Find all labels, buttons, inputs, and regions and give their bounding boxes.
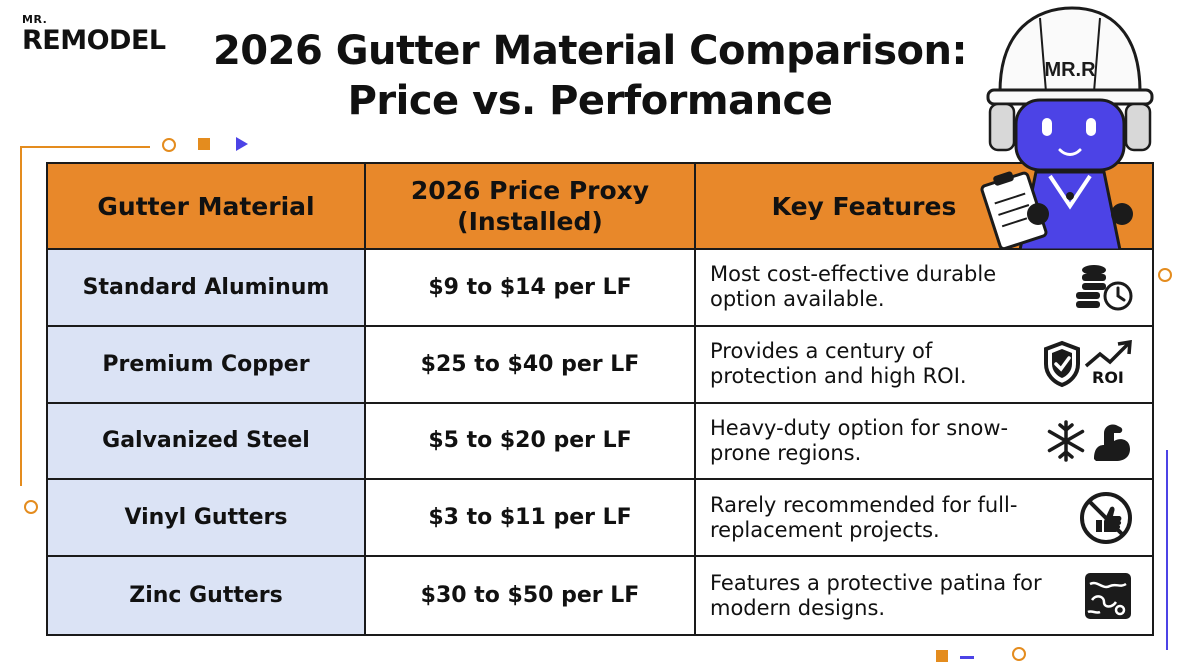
deco-line: [20, 146, 22, 486]
header-price-label: 2026 Price Proxy (Installed): [410, 176, 650, 236]
page-title: 2026 Gutter Material Comparison: Price v…: [170, 26, 1010, 126]
deco-square: [198, 138, 210, 150]
title-line-1: 2026 Gutter Material Comparison:: [212, 28, 968, 74]
feature-icons: [1082, 570, 1134, 622]
coins-icon: [1076, 265, 1133, 311]
snowflake-icon: [1047, 420, 1085, 462]
feature-text: Rarely recommended for full-replacement …: [710, 492, 1018, 542]
feature-cell: Heavy-duty option for snow-prone regions…: [696, 403, 1152, 481]
material-cell: Premium Copper: [48, 326, 366, 404]
feature-text: Most cost-effective durable option avail…: [710, 262, 997, 312]
feature-icons: ROI: [1042, 340, 1134, 388]
material-cell: Vinyl Gutters: [48, 480, 366, 558]
feature-text: Heavy-duty option for snow-prone regions…: [710, 415, 1009, 465]
brand-word: REMODEL: [22, 25, 166, 56]
header-price: 2026 Price Proxy (Installed): [366, 164, 696, 250]
price-cell: $5 to $20 per LF: [366, 403, 696, 481]
deco-ring: [1158, 268, 1172, 282]
price-cell: $9 to $14 per LF: [366, 250, 696, 327]
clock-icon: [1103, 281, 1133, 311]
helmet-text: MR.R: [1044, 59, 1096, 81]
price-cell: $3 to $11 per LF: [366, 480, 696, 558]
feature-icons: [1072, 262, 1134, 312]
deco-ring: [162, 138, 176, 152]
roi-arrow-icon: ROI: [1084, 340, 1134, 388]
feature-cell: Provides a century of protection and hig…: [696, 326, 1152, 404]
feature-icons: [1078, 490, 1134, 546]
brand-logo: MR. REMODEL: [22, 14, 172, 62]
material-cell: Standard Aluminum: [48, 250, 366, 327]
shield-check-icon: [1044, 341, 1080, 388]
patina-texture-icon: [1085, 572, 1131, 619]
deco-ring: [24, 500, 38, 514]
feature-cell: Most cost-effective durable option avail…: [696, 250, 1152, 327]
header-material: Gutter Material: [48, 164, 366, 250]
price-cell: $25 to $40 per LF: [366, 326, 696, 404]
comparison-table: Gutter Material 2026 Price Proxy (Instal…: [46, 162, 1154, 636]
roi-label: ROI: [1092, 368, 1124, 388]
feature-text: Features a protective patina for modern …: [710, 570, 1042, 620]
deco-line: [960, 656, 974, 659]
deco-line: [20, 146, 150, 148]
deco-triangle: [236, 137, 248, 151]
deco-line: [1166, 450, 1168, 650]
material-cell: Zinc Gutters: [48, 557, 366, 634]
feature-cell: Features a protective patina for modern …: [696, 557, 1152, 634]
feature-text: Provides a century of protection and hig…: [710, 339, 967, 389]
mascot-illustration: MR.R: [980, 0, 1160, 252]
deco-ring: [1012, 647, 1026, 661]
flexed-arm-icon: [1094, 424, 1130, 461]
material-cell: Galvanized Steel: [48, 403, 366, 481]
feature-cell: Rarely recommended for full-replacement …: [696, 480, 1152, 558]
title-line-2: Price vs. Performance: [347, 78, 833, 124]
deco-square: [936, 650, 948, 662]
brand-small: MR.: [22, 13, 48, 26]
no-thumbs-up-icon: [1080, 491, 1132, 544]
price-cell: $30 to $50 per LF: [366, 557, 696, 634]
feature-icons: [1044, 419, 1134, 463]
